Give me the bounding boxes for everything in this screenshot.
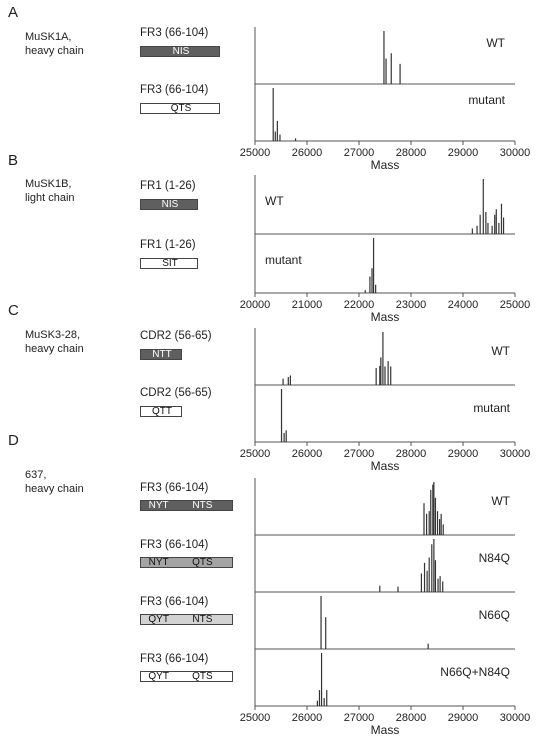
x-axis-label: Mass: [371, 158, 400, 172]
x-tick-label: 25000: [240, 712, 271, 724]
sequon-label: QYT: [148, 614, 169, 625]
sequence-bar: NIS: [140, 199, 198, 210]
x-tick-label: 28000: [396, 448, 427, 460]
sequon-label: NTS: [192, 614, 213, 625]
sequon-label: NIS: [161, 199, 179, 210]
x-tick-label: 28000: [396, 147, 427, 159]
sample-name-line1: MuSK3-28,: [25, 329, 81, 341]
trace-label: WT: [486, 36, 505, 50]
x-tick-label: 26000: [292, 147, 323, 159]
region-label: FR3 (66-104): [140, 27, 209, 39]
sequon-label: NTT: [152, 349, 172, 360]
sequence-bar: NYT QTS: [140, 557, 233, 568]
x-tick-label: 27000: [344, 712, 375, 724]
x-tick-label: 26000: [292, 448, 323, 460]
x-tick-label: 25000: [240, 448, 271, 460]
sample-name-a: MuSK1A, heavy chain: [25, 30, 84, 58]
sample-name-line2: heavy chain: [25, 483, 84, 495]
trace-label: N84Q: [479, 551, 510, 565]
x-tick-label: 20000: [240, 299, 271, 311]
sample-name-d: 637, heavy chain: [25, 468, 84, 496]
sequon-label: QYT: [148, 671, 169, 682]
sequence-bar: NTT: [140, 349, 182, 360]
panel-letter-d: D: [8, 432, 19, 449]
x-tick-label: 27000: [344, 448, 375, 460]
sequence-bar: QTS: [140, 103, 220, 114]
sample-name-c: MuSK3-28, heavy chain: [25, 328, 84, 356]
panel-letter-c: C: [8, 302, 19, 319]
region-label: CDR2 (56-65): [140, 387, 212, 399]
trace-label: WT: [265, 194, 284, 208]
sequence-bar: QTT: [140, 406, 182, 417]
sequence-bar: QYT NTS: [140, 614, 233, 625]
sequence-bar: NIS: [140, 46, 220, 57]
x-tick-label: 29000: [448, 448, 479, 460]
sample-name-line2: light chain: [25, 192, 75, 204]
x-tick-label: 23000: [396, 299, 427, 311]
x-tick-label: 27000: [344, 147, 375, 159]
trace-label: mutant: [265, 253, 302, 267]
x-tick-label: 24000: [448, 299, 479, 311]
sample-name-line1: MuSK1B,: [25, 178, 72, 190]
x-tick-label: 22000: [344, 299, 375, 311]
sample-name-line1: 637,: [25, 469, 47, 481]
region-label: FR3 (66-104): [140, 596, 209, 608]
panel-letter-a: A: [8, 4, 19, 21]
sequence-bar: NYT NTS: [140, 500, 233, 511]
sample-name-line2: heavy chain: [25, 343, 84, 355]
sequon-label: NYT: [148, 500, 169, 511]
x-tick-label: 30000: [500, 147, 531, 159]
sequon-label: NTS: [192, 500, 213, 511]
x-tick-label: 30000: [500, 448, 531, 460]
sequon-label: SIT: [162, 258, 178, 269]
region-label: FR3 (66-104): [140, 84, 209, 96]
x-tick-label: 26000: [292, 712, 323, 724]
sample-name-b: MuSK1B, light chain: [25, 177, 75, 205]
region-label: FR1 (1-26): [140, 239, 196, 251]
trace-label: N66Q+N84Q: [440, 665, 510, 679]
region-label: CDR2 (56-65): [140, 330, 212, 342]
x-tick-label: 25000: [240, 147, 271, 159]
sequon-label: NYT: [148, 557, 169, 568]
sequon-label: QTT: [152, 406, 172, 417]
x-tick-label: 30000: [500, 712, 531, 724]
trace-label: WT: [491, 344, 510, 358]
trace-label: N66Q: [479, 608, 510, 622]
region-label: FR3 (66-104): [140, 539, 209, 551]
trace-label: mutant: [468, 93, 505, 107]
x-tick-label: 21000: [292, 299, 323, 311]
x-axis-label: Mass: [371, 310, 400, 324]
panel-letter-b: B: [8, 152, 19, 169]
x-tick-label: 25000: [500, 299, 531, 311]
sequence-bar: SIT: [140, 258, 198, 269]
sequon-label: QTS: [192, 557, 213, 568]
x-axis-label: Mass: [371, 459, 400, 473]
x-tick-label: 28000: [396, 712, 427, 724]
x-tick-label: 29000: [448, 712, 479, 724]
region-label: FR3 (66-104): [140, 653, 209, 665]
region-label: FR3 (66-104): [140, 482, 209, 494]
sample-name-line2: heavy chain: [25, 45, 84, 57]
trace-label: WT: [491, 494, 510, 508]
sequon-label: NIS: [172, 46, 190, 57]
sequon-label: QTS: [170, 103, 192, 114]
sequence-bar: QYT QTS: [140, 671, 233, 682]
x-axis-label: Mass: [371, 723, 400, 737]
sample-name-line1: MuSK1A,: [25, 31, 72, 43]
x-tick-label: 29000: [448, 147, 479, 159]
trace-label: mutant: [473, 401, 510, 415]
region-label: FR1 (1-26): [140, 180, 196, 192]
sequon-label: QTS: [192, 671, 213, 682]
